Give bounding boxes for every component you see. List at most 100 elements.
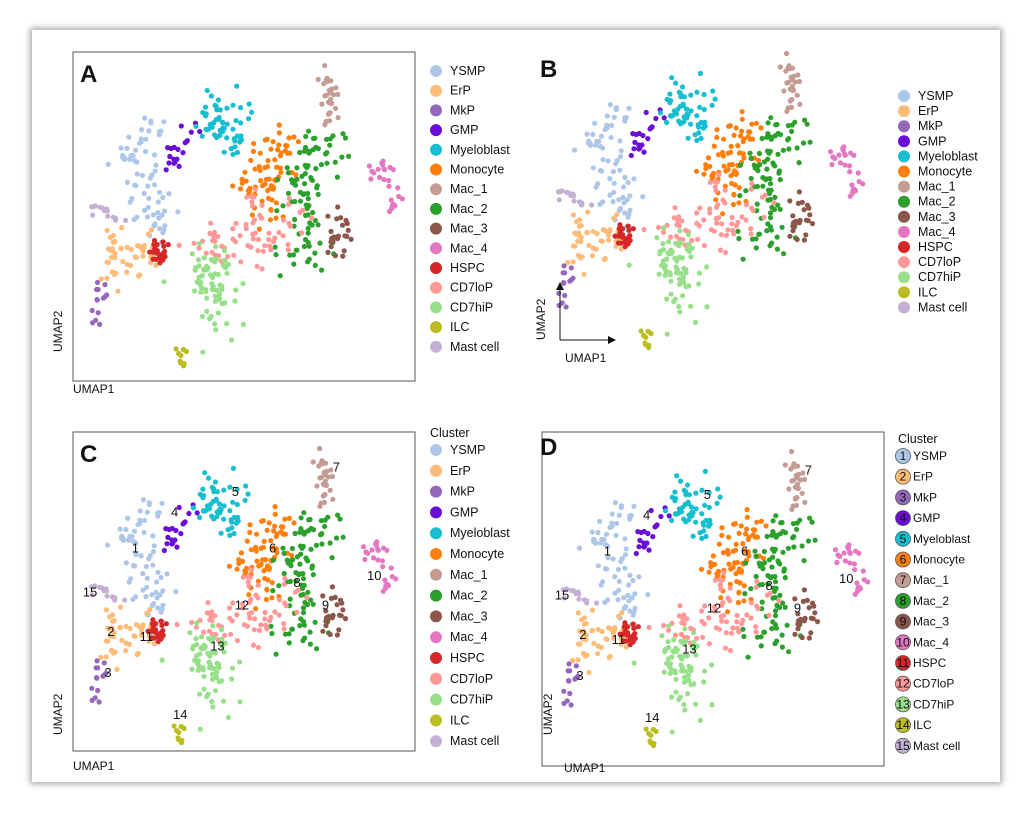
legend-swatch: [430, 84, 442, 97]
point-monocyte: [739, 109, 745, 115]
point-mac_1: [317, 503, 323, 509]
point-ysmp: [157, 225, 163, 232]
point-ysmp: [630, 577, 636, 584]
legend-swatch: [430, 714, 442, 727]
point-mac_1: [796, 78, 803, 85]
point-mac_3: [325, 213, 331, 219]
point-cd7hip: [680, 293, 686, 299]
point-ysmp: [151, 543, 157, 549]
point-mac_4: [836, 152, 842, 158]
point-monocyte: [714, 134, 720, 140]
point-ysmp: [590, 165, 596, 171]
point-cd7lop: [674, 222, 680, 228]
point-ysmp: [617, 207, 623, 213]
point-cd7lop: [646, 624, 652, 631]
point-mac_2: [340, 131, 346, 137]
point-ysmp: [597, 518, 603, 525]
panel-border: [541, 431, 885, 767]
point-cd7hip: [201, 266, 207, 273]
point-myeloblast: [690, 533, 696, 539]
point-mac_4: [385, 583, 391, 589]
legend-swatch: [430, 183, 442, 196]
point-ysmp: [158, 574, 164, 581]
point-mkp: [566, 661, 572, 667]
point-mac_4: [865, 579, 871, 585]
point-cd7hip: [680, 279, 687, 286]
panel-border: [72, 51, 416, 382]
point-mac_2: [761, 159, 768, 165]
point-ysmp: [158, 609, 164, 615]
cluster-label: 10: [839, 571, 853, 586]
point-mac_2: [743, 188, 749, 194]
point-mac_4: [381, 166, 387, 172]
point-hspc: [158, 636, 164, 642]
point-mac_2: [760, 183, 766, 189]
point-ysmp: [146, 501, 152, 508]
point-erp: [120, 258, 126, 265]
point-ysmp: [590, 131, 596, 138]
point-mast-cell: [573, 590, 579, 597]
point-cd7lop: [721, 570, 727, 576]
point-monocyte: [744, 526, 750, 532]
point-monocyte: [291, 134, 297, 140]
cluster-label: 9: [322, 597, 329, 612]
point-mac_2: [766, 190, 773, 196]
point-ysmp: [166, 191, 172, 197]
point-cd7lop: [268, 614, 274, 620]
point-erp: [577, 628, 583, 634]
point-cd7lop: [743, 202, 750, 208]
point-cd7lop: [272, 235, 278, 241]
point-ysmp: [144, 509, 150, 515]
point-mac_2: [799, 543, 805, 549]
point-mac_4: [855, 170, 861, 176]
point-cd7lop: [717, 582, 723, 588]
point-cd7lop: [665, 627, 672, 633]
point-mac_2: [765, 581, 771, 587]
legend-swatch: [895, 510, 911, 526]
point-gmp: [178, 123, 184, 129]
point-mac_3: [808, 630, 814, 636]
point-gmp: [641, 544, 647, 550]
point-cd7hip: [216, 296, 223, 302]
point-erp: [575, 641, 582, 647]
point-myeloblast: [709, 102, 715, 108]
point-myeloblast: [246, 116, 252, 122]
point-ysmp: [118, 145, 124, 151]
point-erp: [147, 607, 153, 613]
point-mac_2: [770, 529, 776, 535]
point-erp: [98, 654, 104, 661]
point-monocyte: [707, 163, 713, 169]
point-mast-cell: [101, 587, 107, 594]
point-mac_1: [335, 115, 341, 121]
point-myeloblast: [678, 121, 684, 127]
point-mac_3: [327, 631, 333, 638]
point-gmp: [188, 129, 194, 135]
point-mac_2: [306, 243, 312, 249]
point-cd7hip: [216, 291, 223, 297]
point-monocyte: [726, 561, 732, 567]
point-cd7lop: [727, 598, 733, 604]
point-mac_2: [273, 252, 279, 258]
point-mkp: [562, 270, 568, 276]
point-ilc: [173, 346, 179, 352]
legend-number: 14: [896, 718, 910, 732]
point-erp: [600, 227, 607, 233]
point-monocyte: [258, 178, 264, 184]
point-gmp: [180, 150, 186, 156]
point-cd7lop: [714, 179, 720, 185]
point-mac_2: [809, 519, 815, 525]
point-ysmp: [164, 571, 170, 577]
legend-entry: ILC: [918, 285, 937, 299]
point-ysmp: [618, 148, 624, 154]
point-myeloblast: [674, 473, 680, 479]
point-cd7hip: [197, 651, 203, 657]
point-mac_4: [832, 547, 839, 553]
point-cd7lop: [748, 186, 754, 192]
point-monocyte: [741, 155, 747, 161]
point-mkp: [95, 310, 101, 316]
point-ysmp: [618, 504, 624, 511]
point-monocyte: [247, 185, 253, 191]
point-monocyte: [249, 212, 255, 218]
legend-swatch: [898, 120, 910, 133]
point-mac_1: [792, 79, 799, 85]
